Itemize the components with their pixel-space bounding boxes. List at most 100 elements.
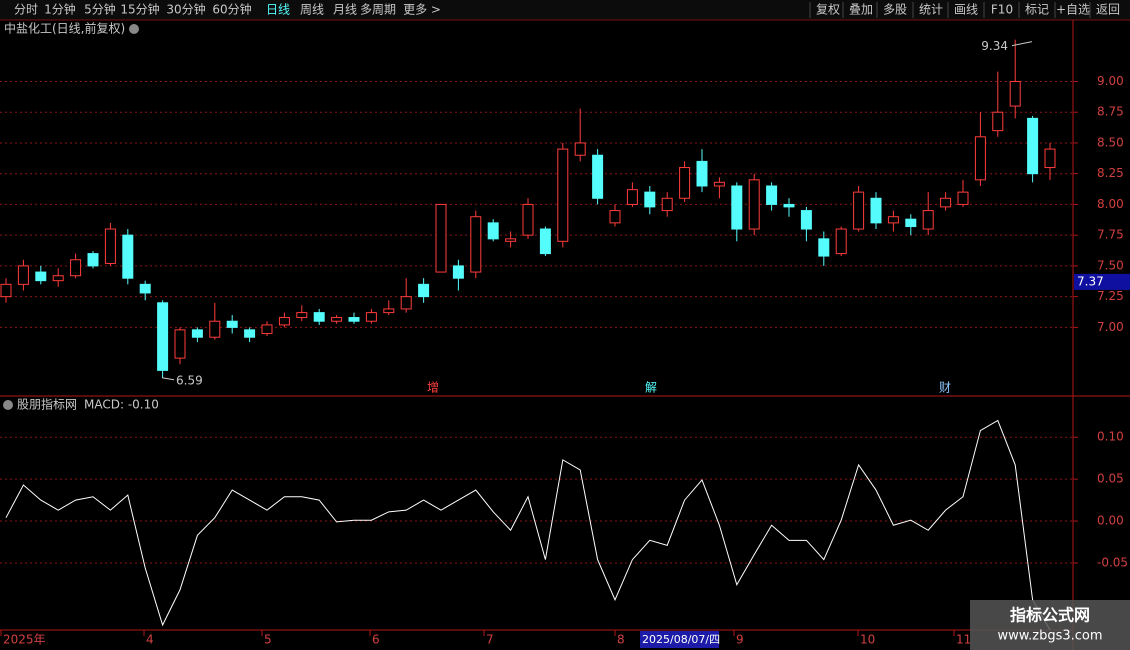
candle-body xyxy=(244,329,256,338)
candle-body xyxy=(609,210,621,224)
candle-body xyxy=(348,317,360,322)
candle-body xyxy=(487,222,499,240)
candle-body xyxy=(696,160,708,187)
date-label: 10 xyxy=(860,633,875,647)
candle-body xyxy=(592,154,604,199)
toolbar-item[interactable]: 叠加 xyxy=(849,3,873,17)
candle-body xyxy=(974,136,986,181)
candle-body xyxy=(1009,80,1021,107)
y-tick-label: 8.50 xyxy=(1097,135,1124,149)
toolbar-item[interactable]: 复权 xyxy=(816,3,840,17)
toolbar-item[interactable]: 画线 xyxy=(954,3,978,17)
candle-body xyxy=(661,197,673,212)
toolbar-item[interactable]: 更多 > xyxy=(403,3,441,17)
candle-body xyxy=(957,191,969,205)
date-label: 11 xyxy=(956,633,971,647)
candle-body xyxy=(539,228,551,255)
toolbar-item[interactable]: 分时 xyxy=(14,3,38,17)
event-marker[interactable]: 解 xyxy=(645,381,657,395)
indicator-name: 股朋指标网 xyxy=(17,397,77,412)
stock-title: 中盐化工(日线,前复权) xyxy=(4,21,125,36)
y-tick-label: 0.10 xyxy=(1097,430,1124,444)
toolbar-item[interactable]: 1分钟 xyxy=(44,2,76,17)
candle-body xyxy=(574,142,586,156)
toolbar-item[interactable]: 月线 xyxy=(333,3,357,17)
high-arrow xyxy=(1011,41,1033,47)
candle-body xyxy=(52,275,64,282)
candle-body xyxy=(644,191,656,208)
candle-body xyxy=(70,259,82,277)
watermark-url: www.zbgs3.com xyxy=(997,629,1102,644)
candle-body xyxy=(992,111,1004,132)
date-label: 7 xyxy=(486,633,494,647)
candle-body xyxy=(522,203,534,236)
toolbar-item[interactable]: 30分钟 xyxy=(166,2,205,17)
toolbar-item[interactable]: F10 xyxy=(991,3,1013,17)
title-dropdown[interactable] xyxy=(129,24,139,34)
watermark-box xyxy=(970,600,1130,650)
date-label: 6 xyxy=(372,633,380,647)
y-tick-label: 7.75 xyxy=(1097,228,1124,242)
toolbar-item[interactable]: +自选 xyxy=(1056,3,1090,17)
candle-body xyxy=(1027,117,1039,175)
toolbar-item[interactable]: 统计 xyxy=(919,3,943,17)
y-tick-label: 8.75 xyxy=(1097,105,1124,119)
candle-body xyxy=(296,312,308,319)
candle-body xyxy=(191,329,203,338)
y-tick-label: 8.25 xyxy=(1097,166,1124,180)
toolbar-item[interactable]: 日线 xyxy=(266,3,290,17)
candle-body xyxy=(157,302,169,371)
low-label: 6.59 xyxy=(176,373,203,387)
last-price-label: 7.37 xyxy=(1077,274,1104,288)
candle-body xyxy=(452,265,464,279)
candle-body xyxy=(505,238,517,242)
toolbar-item[interactable]: 标记 xyxy=(1025,3,1049,17)
date-label: 4 xyxy=(146,633,154,647)
candle-body xyxy=(104,228,116,264)
date-label: 8 xyxy=(617,633,625,647)
candle-body xyxy=(122,234,134,279)
toolbar-item[interactable]: 多周期 xyxy=(360,3,396,17)
toolbar-item[interactable]: 多股 xyxy=(883,3,907,17)
candle-body xyxy=(731,185,743,230)
candle-body xyxy=(383,308,395,314)
low-arrow xyxy=(161,377,175,381)
toolbar-item[interactable]: 60分钟 xyxy=(212,2,251,17)
candle-body xyxy=(922,210,934,230)
candle-body xyxy=(87,253,99,267)
high-label: 9.34 xyxy=(981,39,1008,53)
event-marker[interactable]: 增 xyxy=(427,381,439,395)
candle-body xyxy=(800,210,812,230)
candle-body xyxy=(174,329,186,359)
cursor-date-box xyxy=(640,631,719,648)
indicator-value: MACD: -0.10 xyxy=(84,398,159,412)
candle-body xyxy=(313,312,325,322)
candle-body xyxy=(35,271,47,282)
macd-line xyxy=(5,419,1051,631)
candle-body xyxy=(209,320,221,338)
y-tick-label: 7.00 xyxy=(1097,320,1124,334)
toolbar-item[interactable]: 5分钟 xyxy=(84,2,116,17)
y-tick-label: -0.05 xyxy=(1097,555,1128,569)
candle-body xyxy=(783,203,795,208)
candle-body xyxy=(748,179,760,230)
candle-body xyxy=(418,283,430,298)
toolbar-item[interactable]: 返回 xyxy=(1096,3,1120,17)
date-label: 5 xyxy=(264,633,272,647)
candle-body xyxy=(0,283,12,298)
candle-body xyxy=(139,283,151,294)
watermark-title: 指标公式网 xyxy=(1010,606,1090,625)
candle-body xyxy=(766,185,778,205)
candle-body xyxy=(557,148,569,242)
toolbar xyxy=(0,0,1130,20)
candle-body xyxy=(470,216,482,273)
toolbar-item[interactable]: 15分钟 xyxy=(120,2,159,17)
toolbar-item[interactable]: 周线 xyxy=(300,3,324,17)
event-marker[interactable]: 财 xyxy=(939,381,951,395)
last-price-box xyxy=(1074,273,1130,290)
indicator-dropdown[interactable] xyxy=(3,400,13,410)
candle-body xyxy=(887,216,899,224)
candle-body xyxy=(679,167,691,199)
